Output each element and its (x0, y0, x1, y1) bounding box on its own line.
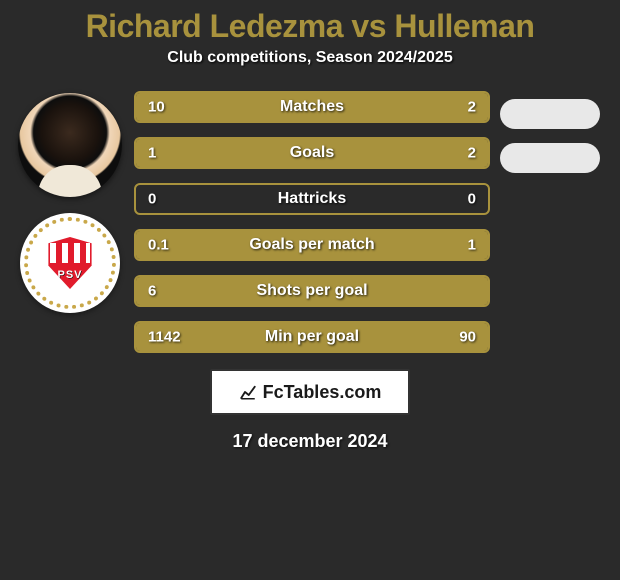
stat-row: 6Shots per goal (134, 275, 490, 307)
badge-ring: PSV (24, 217, 116, 309)
title-vs: vs (351, 8, 386, 44)
left-column: PSV (10, 91, 130, 313)
blank-pill (500, 143, 600, 173)
stat-row: 1Goals2 (134, 137, 490, 169)
stat-label: Goals (136, 144, 488, 162)
stat-label: Shots per goal (136, 282, 488, 300)
content-row: PSV 10Matches21Goals20Hattricks00.1Goals… (0, 91, 620, 353)
page-title: Richard Ledezma vs Hulleman (0, 0, 620, 49)
stat-row: 10Matches2 (134, 91, 490, 123)
badge-text: PSV (46, 269, 94, 281)
stat-row: 0Hattricks0 (134, 183, 490, 215)
stat-row: 1142Min per goal90 (134, 321, 490, 353)
right-column (490, 91, 610, 173)
stat-value-right: 0 (468, 191, 476, 208)
player1-name: Richard Ledezma (86, 8, 343, 44)
comparison-card: Richard Ledezma vs Hulleman Club competi… (0, 0, 620, 452)
stat-label: Matches (136, 98, 488, 116)
player-avatar (18, 93, 122, 197)
footer: FcTables.com 17 december 2024 (0, 369, 620, 452)
stat-value-right: 2 (468, 99, 476, 116)
player2-name: Hulleman (394, 8, 534, 44)
stat-label: Goals per match (136, 236, 488, 254)
brand-text: FcTables.com (263, 382, 382, 403)
shield-icon: PSV (46, 237, 94, 289)
stat-value-right: 2 (468, 145, 476, 162)
stat-value-right: 90 (459, 329, 476, 346)
stat-label: Hattricks (136, 190, 488, 208)
stat-value-right: 1 (468, 237, 476, 254)
stat-label: Min per goal (136, 328, 488, 346)
blank-pill (500, 99, 600, 129)
brand-bar: FcTables.com (210, 369, 410, 415)
date-label: 17 december 2024 (0, 431, 620, 452)
stats-column: 10Matches21Goals20Hattricks00.1Goals per… (130, 91, 490, 353)
badge-inner: PSV (39, 232, 101, 294)
team-badge: PSV (20, 213, 120, 313)
stat-row: 0.1Goals per match1 (134, 229, 490, 261)
chart-icon (239, 383, 257, 401)
subtitle: Club competitions, Season 2024/2025 (0, 49, 620, 91)
